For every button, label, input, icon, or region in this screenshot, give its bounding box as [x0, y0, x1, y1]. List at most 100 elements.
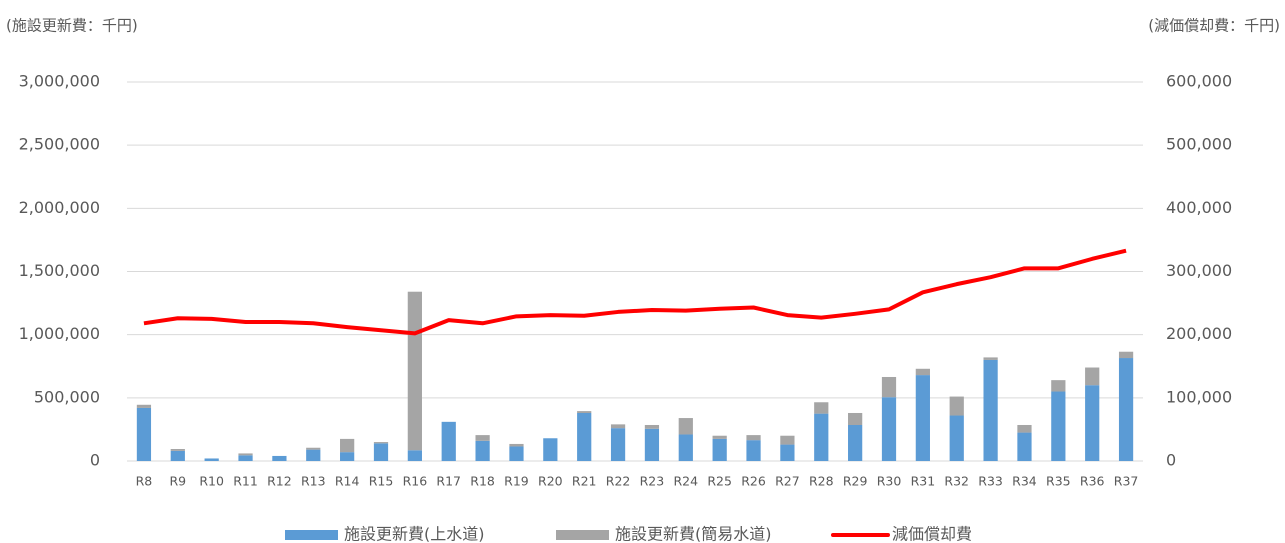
x-tick-label: R19 — [504, 474, 529, 489]
legend-label: 減価償却費 — [892, 525, 972, 543]
y2-tick-label: 600,000 — [1166, 72, 1232, 91]
bar — [340, 438, 355, 453]
x-tick-label: R8 — [136, 474, 153, 489]
bar — [610, 428, 626, 461]
bar — [407, 291, 422, 451]
bar — [678, 418, 693, 435]
legend-swatch — [285, 530, 338, 540]
legend-label: 施設更新費(上水道) — [344, 525, 485, 543]
x-tick-label: R35 — [1046, 474, 1071, 489]
bar — [644, 424, 660, 429]
bar — [306, 447, 321, 450]
x-tick-label: R12 — [267, 474, 292, 489]
x-tick-label: R25 — [707, 474, 732, 489]
bar — [881, 376, 897, 398]
bar — [848, 412, 863, 425]
bar — [1118, 351, 1134, 359]
bar — [1051, 380, 1066, 392]
bar — [746, 435, 761, 441]
x-tick-label: R23 — [640, 474, 665, 489]
x-tick-label: R21 — [572, 474, 597, 489]
x-tick-label: R17 — [436, 474, 461, 489]
bar — [509, 446, 524, 461]
bar — [983, 357, 998, 360]
x-tick-label: R26 — [741, 474, 766, 489]
bar — [1051, 391, 1066, 461]
bar — [1085, 385, 1100, 461]
x-tick-label: R16 — [403, 474, 428, 489]
x-tick-label: R29 — [843, 474, 868, 489]
legend-swatch — [556, 530, 609, 540]
y2-tick-label: 300,000 — [1166, 261, 1232, 280]
x-tick-label: R10 — [199, 474, 224, 489]
bar — [306, 449, 321, 461]
x-tick-label: R14 — [335, 474, 360, 489]
bar — [610, 424, 626, 429]
y2-tick-label: 500,000 — [1166, 135, 1232, 154]
y-tick-label: 2,500,000 — [19, 135, 100, 154]
bar — [983, 359, 998, 461]
legend-label: 施設更新費(簡易水道) — [615, 525, 772, 543]
bar — [170, 448, 185, 451]
bar — [712, 435, 727, 439]
x-tick-label: R24 — [674, 474, 699, 489]
bar — [1017, 432, 1032, 461]
line — [143, 248, 1127, 336]
x-tick-label: R33 — [978, 474, 1003, 489]
bar — [475, 440, 490, 461]
bar — [949, 396, 964, 416]
bar — [238, 453, 253, 456]
bar — [577, 411, 592, 413]
y2-tick-label: 100,000 — [1166, 387, 1232, 406]
bar — [814, 402, 829, 414]
x-tick-label: R11 — [233, 474, 258, 489]
bar — [780, 444, 795, 461]
bar — [373, 443, 389, 461]
x-tick-label: R15 — [369, 474, 394, 489]
y-axis-label: (施設更新費：千円) — [6, 17, 138, 35]
bar — [407, 450, 422, 461]
x-tick-label: R36 — [1080, 474, 1105, 489]
bar — [915, 375, 930, 461]
x-tick-label: R32 — [944, 474, 969, 489]
bar — [373, 442, 389, 444]
bar — [475, 435, 490, 441]
bar — [577, 412, 592, 461]
bar — [340, 452, 355, 461]
y2-tick-label: 0 — [1166, 451, 1176, 470]
y-tick-label: 1,500,000 — [19, 261, 100, 280]
y2-axis-label: (減価償却費：千円) — [1148, 17, 1280, 35]
bar — [1017, 424, 1032, 433]
y-tick-label: 0 — [90, 451, 100, 470]
y-tick-label: 2,000,000 — [19, 198, 100, 217]
x-tick-label: R31 — [911, 474, 936, 489]
bar — [746, 440, 761, 461]
x-tick-label: R13 — [301, 474, 326, 489]
bar — [238, 455, 253, 461]
x-tick-label: R28 — [809, 474, 834, 489]
bar — [1085, 367, 1100, 386]
bar — [644, 428, 660, 461]
bar — [678, 434, 693, 461]
bar — [814, 413, 829, 461]
x-tick-label: R20 — [538, 474, 563, 489]
bar — [1118, 358, 1134, 461]
bar — [441, 421, 456, 461]
x-tick-label: R37 — [1114, 474, 1139, 489]
x-tick-label: R18 — [470, 474, 495, 489]
x-tick-label: R27 — [775, 474, 800, 489]
x-tick-label: R34 — [1012, 474, 1037, 489]
bar — [949, 415, 964, 461]
bar — [272, 455, 287, 461]
bar — [509, 443, 524, 447]
x-tick-label: R9 — [169, 474, 186, 489]
y2-tick-label: 400,000 — [1166, 198, 1232, 217]
bar — [915, 368, 930, 376]
bar — [780, 435, 795, 445]
y-tick-label: 1,000,000 — [19, 324, 100, 343]
x-tick-label: R22 — [606, 474, 631, 489]
bar — [204, 458, 219, 461]
bar — [136, 407, 152, 461]
y-tick-label: 3,000,000 — [19, 72, 100, 91]
